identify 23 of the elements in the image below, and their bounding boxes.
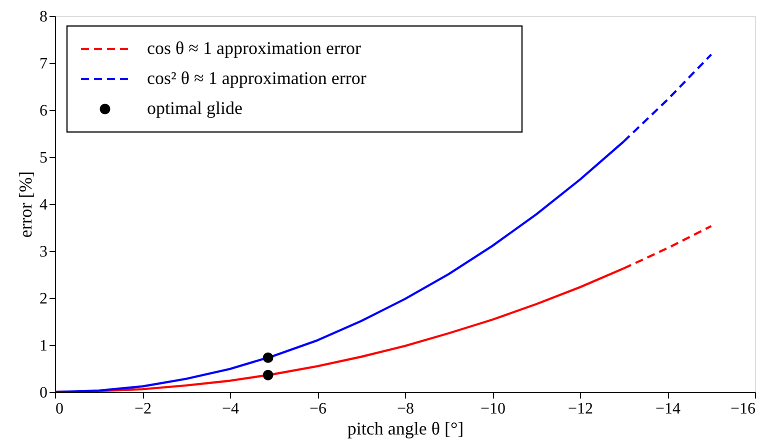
- x-tick-label: −12: [568, 400, 594, 418]
- y-tick-label: 3: [40, 244, 48, 260]
- x-tick-label: −2: [134, 400, 152, 418]
- x-tick-label: −14: [655, 400, 681, 418]
- x-tick-label: −6: [309, 400, 327, 418]
- x-tick-label: −10: [480, 400, 506, 418]
- y-tick-label: 8: [40, 8, 48, 26]
- x-tick-label: −4: [222, 400, 240, 418]
- y-tick-label: 0: [40, 384, 48, 402]
- x-tick-label: −16: [730, 400, 756, 418]
- legend-label: cos θ ≈ 1 approximation error: [147, 38, 361, 58]
- legend-label: cos² θ ≈ 1 approximation error: [147, 68, 366, 88]
- y-axis-title: error [%]: [16, 171, 36, 238]
- y-tick-label: 4: [40, 196, 48, 214]
- y-tick-label: 6: [40, 102, 48, 120]
- y-tick-label: 5: [40, 150, 48, 166]
- y-tick-label: 7: [40, 56, 48, 72]
- y-tick-label: 1: [40, 338, 48, 354]
- y-tick-label: 2: [40, 290, 48, 308]
- x-tick-label: −8: [396, 400, 414, 418]
- x-axis-title: pitch angle θ [°]: [347, 418, 464, 438]
- legend-label: optimal glide: [147, 98, 242, 118]
- x-tick-label: 0: [56, 400, 64, 418]
